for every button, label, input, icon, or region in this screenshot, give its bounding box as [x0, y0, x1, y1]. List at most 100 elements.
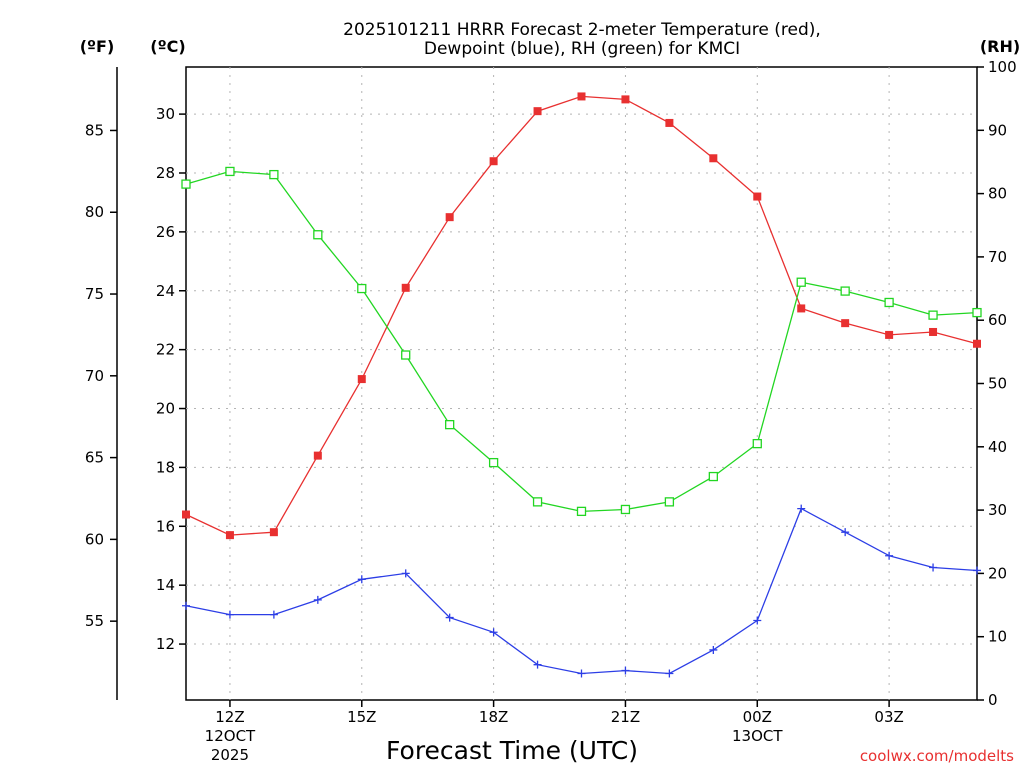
dewpoint-point [665, 669, 674, 678]
celsius-tick-label: 14 [156, 576, 175, 594]
rh-point [928, 310, 938, 320]
x-tick-label: 21Z [611, 708, 640, 726]
dewpoint-point [401, 569, 410, 578]
temperature-point [225, 531, 234, 540]
fahrenheit-tick-label: 85 [85, 121, 104, 139]
dewpoint-point [577, 669, 586, 678]
dewpoint-point [709, 645, 718, 654]
dewpoint-point [841, 528, 850, 537]
rh-point [708, 471, 718, 482]
rh-point [401, 350, 411, 360]
temperature-point [533, 107, 542, 116]
dewpoint-point [533, 660, 542, 669]
celsius-tick-label: 22 [156, 341, 175, 359]
rh-point [488, 457, 499, 468]
rh-tick-label: 60 [988, 311, 1007, 329]
dewpoint-point [225, 610, 234, 619]
gridlines [186, 67, 977, 700]
rh-tick-label: 90 [988, 121, 1007, 139]
temperature-point [973, 339, 981, 348]
temperature-point [797, 304, 806, 313]
fahrenheit-unit-label: (ºF) [80, 37, 115, 56]
rh-tick-label: 10 [988, 628, 1007, 646]
dewpoint-line [185, 507, 978, 675]
rh-tick-label: 40 [988, 438, 1007, 456]
fahrenheit-tick-label: 65 [85, 449, 104, 467]
fahrenheit-tick-label: 75 [85, 285, 104, 303]
series-dewpoint [182, 504, 981, 678]
rh-point [181, 179, 191, 189]
credit-link[interactable]: coolwx.com/modelts [860, 747, 1014, 765]
x-tick-date-label: 13OCT [732, 727, 783, 745]
rh-point [225, 166, 235, 177]
temperature-point [753, 192, 762, 201]
rh-point [752, 438, 762, 449]
fahrenheit-tick-label: 60 [85, 530, 104, 548]
celsius-tick-label: 24 [156, 282, 175, 300]
series-temperature [182, 92, 981, 540]
temperature-point [929, 327, 938, 336]
temperature-line [185, 95, 978, 536]
rh-point [620, 504, 631, 515]
temperature-point [182, 510, 190, 519]
rh-point [532, 497, 543, 507]
dewpoint-point [929, 563, 938, 572]
temperature-point [841, 319, 850, 328]
rh-point [664, 497, 675, 507]
rh-point [576, 506, 587, 517]
fahrenheit-tick-label: 70 [85, 367, 104, 385]
rh-point [269, 169, 279, 180]
dewpoint-point [973, 566, 981, 575]
dewpoint-point [621, 666, 630, 675]
celsius-unit-label: (ºC) [150, 37, 185, 56]
rh-point [884, 297, 894, 308]
rh-tick-label: 70 [988, 248, 1007, 266]
rh-tick-label: 0 [988, 691, 998, 709]
celsius-tick-label: 28 [156, 164, 175, 182]
rh-point [445, 419, 455, 430]
temperature-point [665, 118, 674, 127]
dewpoint-point [182, 601, 190, 610]
temperature-point [313, 451, 322, 460]
fahrenheit-tick-label: 55 [85, 612, 104, 630]
chart-title-line-2: Dewpoint (blue), RH (green) for KMCI [424, 39, 740, 59]
temperature-point [489, 157, 498, 166]
chart-title-line-1: 2025101211 HRRR Forecast 2-meter Tempera… [343, 20, 821, 40]
temperature-point [357, 375, 366, 384]
plot-area-frame [185, 66, 978, 701]
dewpoint-point [445, 613, 454, 622]
celsius-tick-label: 26 [156, 223, 175, 241]
temperature-point [401, 283, 410, 292]
temperature-point [445, 213, 454, 222]
temperature-point [577, 92, 586, 101]
dewpoint-point [885, 551, 894, 560]
dewpoint-point [753, 616, 762, 625]
fahrenheit-tick-label: 80 [85, 203, 104, 221]
x-tick-label: 12Z [215, 708, 244, 726]
series-rh [181, 166, 982, 517]
x-tick-label: 00Z [743, 708, 772, 726]
x-tick-year-label: 2025 [211, 746, 249, 764]
rh-tick-label: 20 [988, 564, 1007, 582]
dewpoint-point [357, 575, 366, 584]
dewpoint-point [489, 628, 498, 637]
rh-unit-label: (RH) [980, 37, 1020, 56]
rh-point [796, 277, 806, 287]
dewpoint-point [269, 610, 278, 619]
rh-point [840, 286, 850, 296]
temperature-point [621, 95, 630, 104]
temperature-point [885, 330, 894, 339]
x-axis-title: Forecast Time (UTC) [386, 736, 638, 765]
x-tick-date-label: 12OCT [205, 727, 256, 745]
rh-tick-label: 80 [988, 185, 1007, 203]
data-series [181, 92, 982, 678]
rh-tick-label: 50 [988, 375, 1007, 393]
celsius-tick-label: 20 [156, 400, 175, 418]
rh-tick-label: 30 [988, 501, 1007, 519]
celsius-tick-label: 12 [156, 635, 175, 653]
temperature-point [269, 528, 278, 537]
dewpoint-point [797, 504, 806, 513]
rh-point [972, 307, 982, 318]
